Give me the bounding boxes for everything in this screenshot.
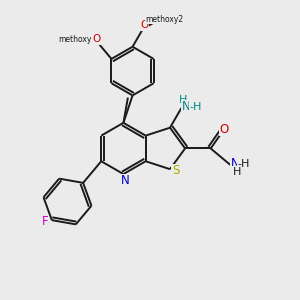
Text: H: H [233,167,242,177]
Text: S: S [172,164,179,177]
Text: N: N [231,158,239,170]
Text: -H: -H [237,159,250,169]
Text: O: O [140,20,148,30]
Text: H: H [179,95,187,105]
Text: -H: -H [189,102,202,112]
Text: O: O [219,123,229,136]
Text: N: N [182,100,190,113]
Text: O: O [93,34,101,44]
Text: methoxy2: methoxy2 [145,15,183,24]
Text: N: N [121,174,129,188]
Text: F: F [42,215,48,228]
Text: methoxy: methoxy [58,35,92,44]
